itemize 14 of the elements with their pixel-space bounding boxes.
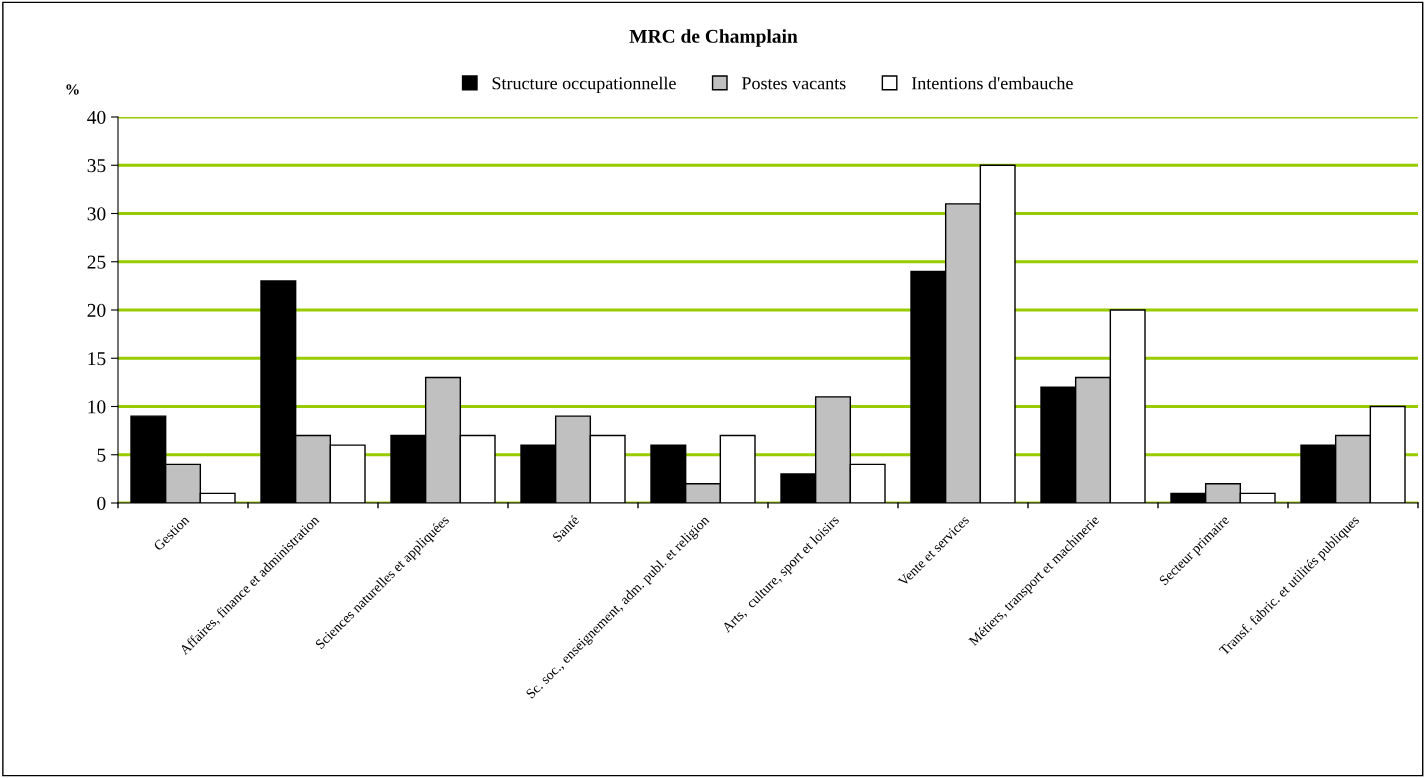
y-tick-label: 10 [88, 400, 106, 414]
legend-label: Intentions d'embauche [911, 76, 1073, 90]
legend-label: Postes vacants [741, 77, 846, 90]
y-tick-label: 5 [97, 448, 106, 462]
y-tick-label: 15 [88, 352, 106, 366]
legend-label: Structure occupationnelle [492, 76, 676, 94]
chart-title: MRC de Champlain [629, 29, 798, 47]
y-tick-label: 20 [87, 303, 106, 317]
y-tick-label: 0 [97, 496, 106, 510]
y-tick-label: 30 [87, 207, 106, 221]
y-tick-label: 40 [87, 110, 106, 124]
y-tick-label: 35 [87, 159, 106, 173]
y-axis-title: % [66, 84, 79, 95]
y-tick-label: 25 [87, 255, 106, 269]
